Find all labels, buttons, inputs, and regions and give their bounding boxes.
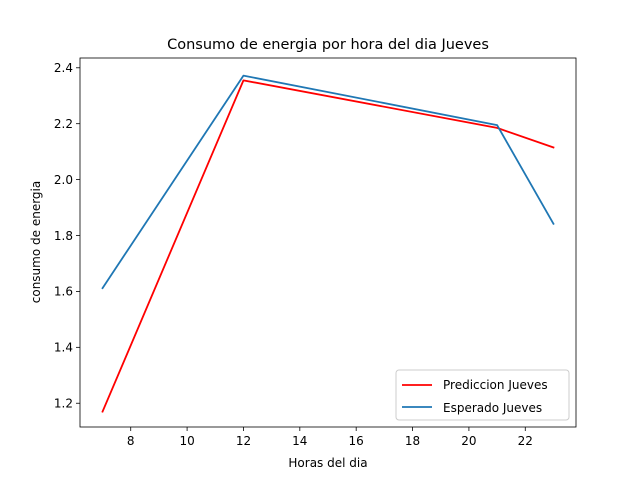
y-tick-label: 1.6 [54, 285, 73, 299]
x-tick-label: 8 [127, 434, 135, 448]
x-tick-label: 12 [236, 434, 251, 448]
y-tick-label: 2.4 [54, 61, 73, 75]
y-tick-label: 2.0 [54, 173, 73, 187]
legend-box [395, 369, 570, 421]
x-axis: 8 10 12 14 16 18 20 22 [127, 427, 533, 448]
x-tick-label: 22 [518, 434, 533, 448]
x-tick-label: 20 [461, 434, 476, 448]
legend: Prediccion Jueves Esperado Jueves [395, 369, 570, 421]
x-tick-label: 14 [292, 434, 307, 448]
x-tick-label: 16 [349, 434, 364, 448]
series-line-1 [101, 74, 555, 290]
plot-border [79, 57, 577, 428]
y-tick-label: 1.4 [54, 341, 73, 355]
y-axis: 1.2 1.4 1.6 1.8 2.0 2.2 2.4 [54, 61, 80, 411]
legend-label-esperado: Esperado Jueves [443, 401, 542, 415]
y-tick-label: 1.8 [54, 229, 73, 243]
plot-area [79, 57, 577, 428]
series-line-0 [101, 79, 555, 413]
chart-title: Consumo de energia por hora del dia Juev… [167, 37, 489, 53]
x-tick-label: 10 [179, 434, 194, 448]
plot-frame [80, 58, 576, 427]
x-axis-label: Horas del dia [288, 456, 367, 470]
y-axis-label: consumo de energia [29, 181, 43, 303]
y-tick-label: 2.2 [54, 117, 73, 131]
x-tick-label: 18 [405, 434, 420, 448]
legend-label-prediccion: Prediccion Jueves [443, 378, 548, 392]
y-tick-label: 1.2 [54, 397, 73, 411]
series-group [101, 74, 555, 413]
